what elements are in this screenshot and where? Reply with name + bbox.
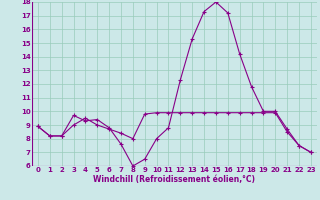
- X-axis label: Windchill (Refroidissement éolien,°C): Windchill (Refroidissement éolien,°C): [93, 175, 255, 184]
